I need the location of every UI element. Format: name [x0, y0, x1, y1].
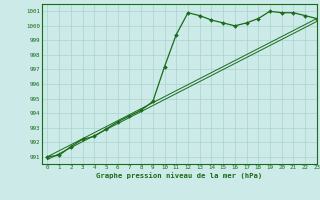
X-axis label: Graphe pression niveau de la mer (hPa): Graphe pression niveau de la mer (hPa)	[96, 172, 262, 179]
